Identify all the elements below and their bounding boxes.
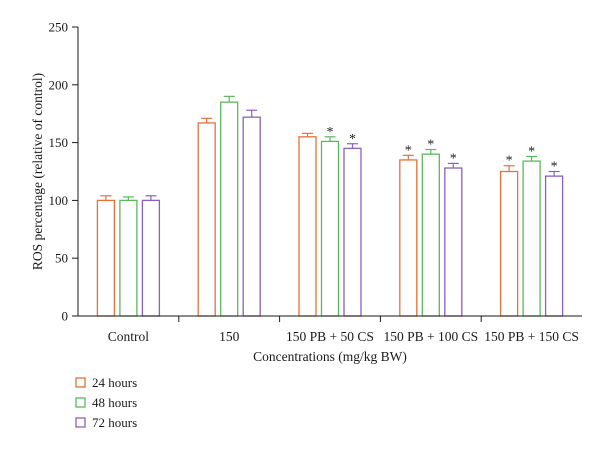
bars-layer xyxy=(96,101,564,317)
bar xyxy=(141,199,161,317)
x-category-label: Control xyxy=(108,329,150,344)
legend: 24 hours 48 hours 72 hours xyxy=(75,375,137,430)
y-tick-label: 100 xyxy=(49,193,69,208)
significance-marker: * xyxy=(405,143,412,158)
bar xyxy=(421,153,440,317)
bar xyxy=(220,101,239,317)
bar xyxy=(399,159,418,317)
y-tick-label: 0 xyxy=(62,309,69,324)
x-ticks: Control 150 150 PB + 50 CS 150 PB + 100 CS 1… xyxy=(108,316,579,344)
significance-marker: * xyxy=(327,125,334,140)
legend-label: 72 hours xyxy=(92,415,137,430)
x-axis-title: Concentrations (mg/kg BW) xyxy=(253,349,407,364)
bar xyxy=(298,136,317,317)
x-category-label: 150 PB + 100 CS xyxy=(383,329,478,344)
bar xyxy=(197,122,216,317)
bar xyxy=(444,167,463,317)
significance-marker: * xyxy=(506,154,513,169)
legend-label: 48 hours xyxy=(92,395,137,410)
bar xyxy=(320,140,340,317)
legend-label: 24 hours xyxy=(92,375,137,390)
y-tick-label: 200 xyxy=(49,77,69,92)
significance-marker: * xyxy=(551,160,558,175)
y-tick-label: 250 xyxy=(49,20,69,35)
bar xyxy=(242,116,261,317)
bar xyxy=(343,147,362,317)
x-category-label: 150 PB + 150 CS xyxy=(484,329,579,344)
legend-swatch xyxy=(75,417,86,428)
bar xyxy=(96,199,116,317)
significance-markers-layer: * * * * * * * * xyxy=(327,125,558,175)
error-bars-layer xyxy=(100,95,560,201)
y-ticks: 0 50 100 150 200 250 xyxy=(49,20,78,324)
y-axis-title: ROS percentage (relative of control) xyxy=(30,73,45,270)
x-category-label: 150 xyxy=(219,329,240,344)
y-tick-label: 50 xyxy=(55,251,68,266)
bar xyxy=(499,170,519,317)
significance-marker: * xyxy=(450,151,457,166)
legend-swatch xyxy=(75,397,86,408)
legend-swatch xyxy=(75,377,86,388)
significance-marker: * xyxy=(349,132,356,147)
significance-marker: * xyxy=(427,138,434,153)
significance-marker: * xyxy=(528,144,535,159)
y-tick-label: 150 xyxy=(49,135,69,150)
bar xyxy=(522,160,541,317)
bar xyxy=(119,199,138,317)
x-category-label: 150 PB + 50 CS xyxy=(286,329,374,344)
bar xyxy=(544,175,564,317)
